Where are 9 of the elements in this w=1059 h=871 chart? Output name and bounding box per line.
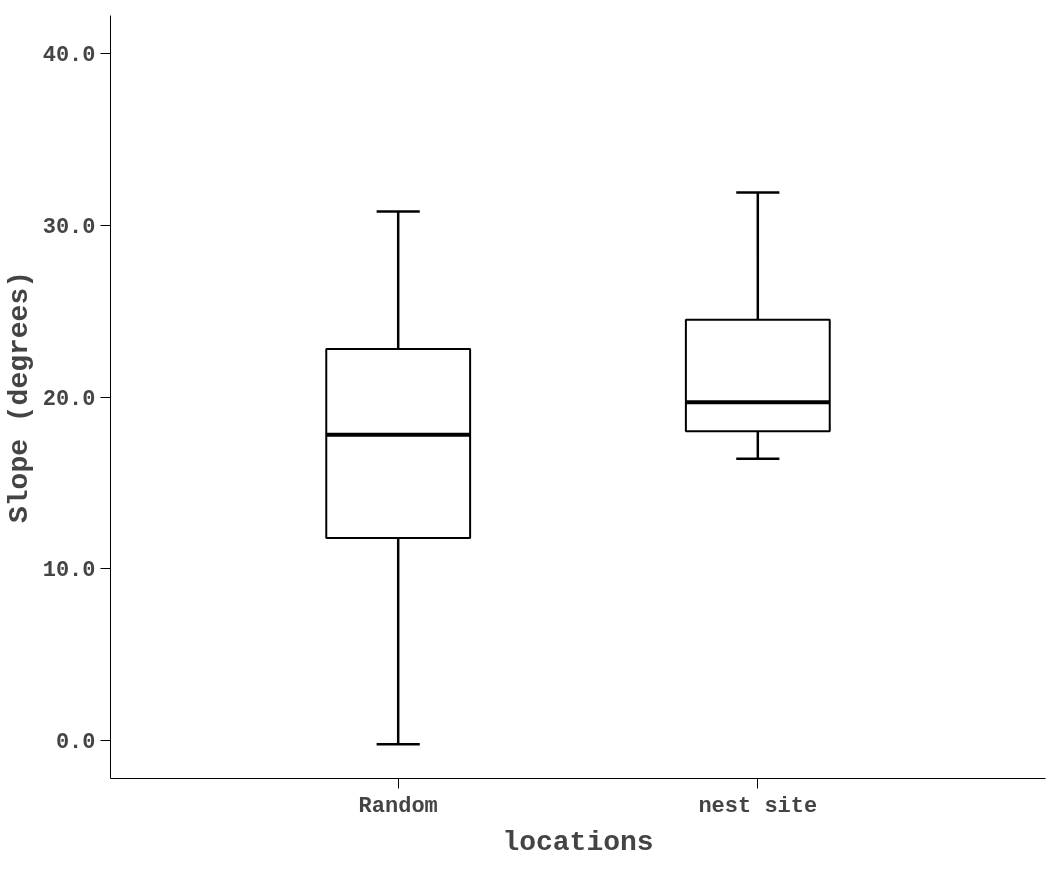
y-tick-label: 40.0 — [42, 42, 96, 68]
x-tick-label: nest site — [698, 793, 818, 819]
y-tick-label: 10.0 — [42, 558, 96, 584]
y-tick-label: 20.0 — [42, 386, 96, 412]
y-tick-label: 0.0 — [55, 730, 96, 756]
x-tick-label: Random — [358, 793, 438, 819]
x-axis-title: locations — [502, 826, 654, 858]
y-axis-title: Slope (degrees) — [3, 270, 35, 524]
y-tick-label: 30.0 — [42, 214, 96, 240]
